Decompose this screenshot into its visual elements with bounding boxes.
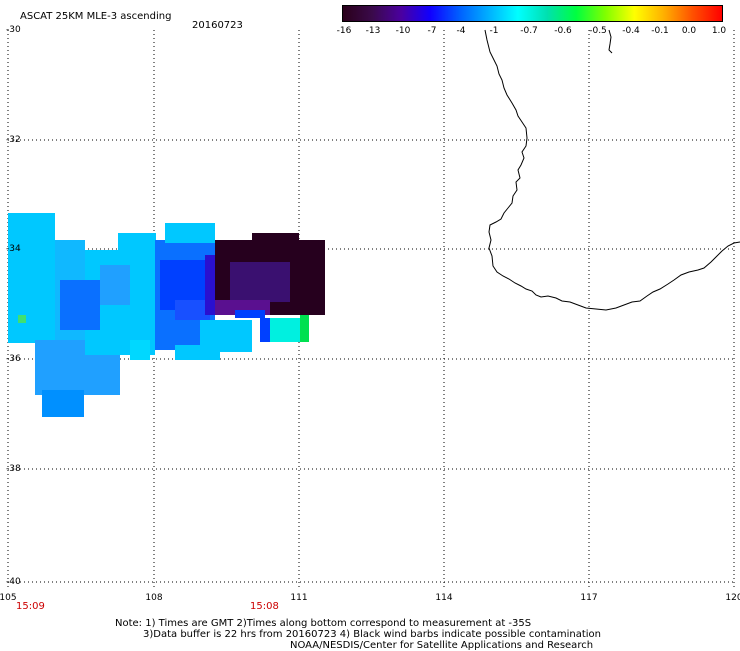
colorbar-tick-label: -13: [365, 26, 381, 36]
colorbar-tick-label: -0.6: [554, 26, 572, 36]
time-label-right: 15:08: [250, 601, 279, 612]
latitude-label: -36: [6, 354, 21, 364]
swath-cell: [130, 340, 150, 360]
longitude-label: 114: [435, 593, 453, 603]
swath-cell: [8, 213, 55, 343]
colorbar-tick-label: -4: [456, 26, 466, 36]
coastline: [484, 29, 740, 311]
swath-cell: [200, 320, 252, 352]
swath-cell: [42, 390, 84, 417]
colorbar-tick-label: -7: [427, 26, 437, 36]
swath-cell: [268, 318, 300, 342]
colorbar-tick-label: -0.4: [622, 26, 640, 36]
longitude-label: 120: [725, 593, 740, 603]
note-line-2: 3)Data buffer is 22 hrs from 20160723 4)…: [143, 629, 601, 640]
longitude-label: 108: [145, 593, 163, 603]
swath-cell: [235, 310, 265, 318]
note-line-3: NOAA/NESDIS/Center for Satellite Applica…: [290, 640, 594, 651]
swath-cell: [300, 315, 309, 342]
swath-cell: [60, 280, 100, 330]
latitude-label: -40: [6, 577, 21, 587]
colorbar-tick-label: -0.5: [589, 26, 607, 36]
colorbar-tick-label: -0.7: [520, 26, 538, 36]
swath-cell: [118, 233, 156, 263]
longitude-label: 105: [0, 593, 17, 603]
longitude-label: 111: [290, 593, 308, 603]
swath-cell: [230, 262, 290, 302]
longitude-label: 117: [580, 593, 598, 603]
data-swath: [8, 213, 325, 417]
colorbar: [342, 5, 723, 22]
swath-cell: [175, 300, 210, 320]
time-label-left: 15:09: [16, 601, 45, 612]
colorbar-tick-label: -10: [395, 26, 411, 36]
map-date: 20160723: [192, 20, 243, 31]
colorbar-tick-label: -0.1: [651, 26, 669, 36]
colorbar-tick-label: -16: [336, 26, 352, 36]
latitude-label: -38: [6, 464, 21, 474]
note-line-1: Note: 1) Times are GMT 2)Times along bot…: [115, 618, 532, 629]
latitude-label: -32: [6, 135, 21, 145]
latitude-label: -30: [6, 25, 21, 35]
colorbar-tick-label: 1.0: [711, 26, 727, 36]
map-title: ASCAT 25KM MLE-3 ascending: [20, 11, 172, 22]
coastline-north: [608, 29, 613, 54]
swath-cell: [100, 265, 130, 305]
swath-cell: [18, 315, 26, 323]
latitude-label: -34: [6, 244, 21, 254]
swath-cell: [165, 223, 215, 243]
swath-cell: [260, 318, 270, 342]
colorbar-tick-label: -1: [489, 26, 499, 36]
swath-cell: [252, 233, 299, 243]
colorbar-tick-label: 0.0: [681, 26, 697, 36]
